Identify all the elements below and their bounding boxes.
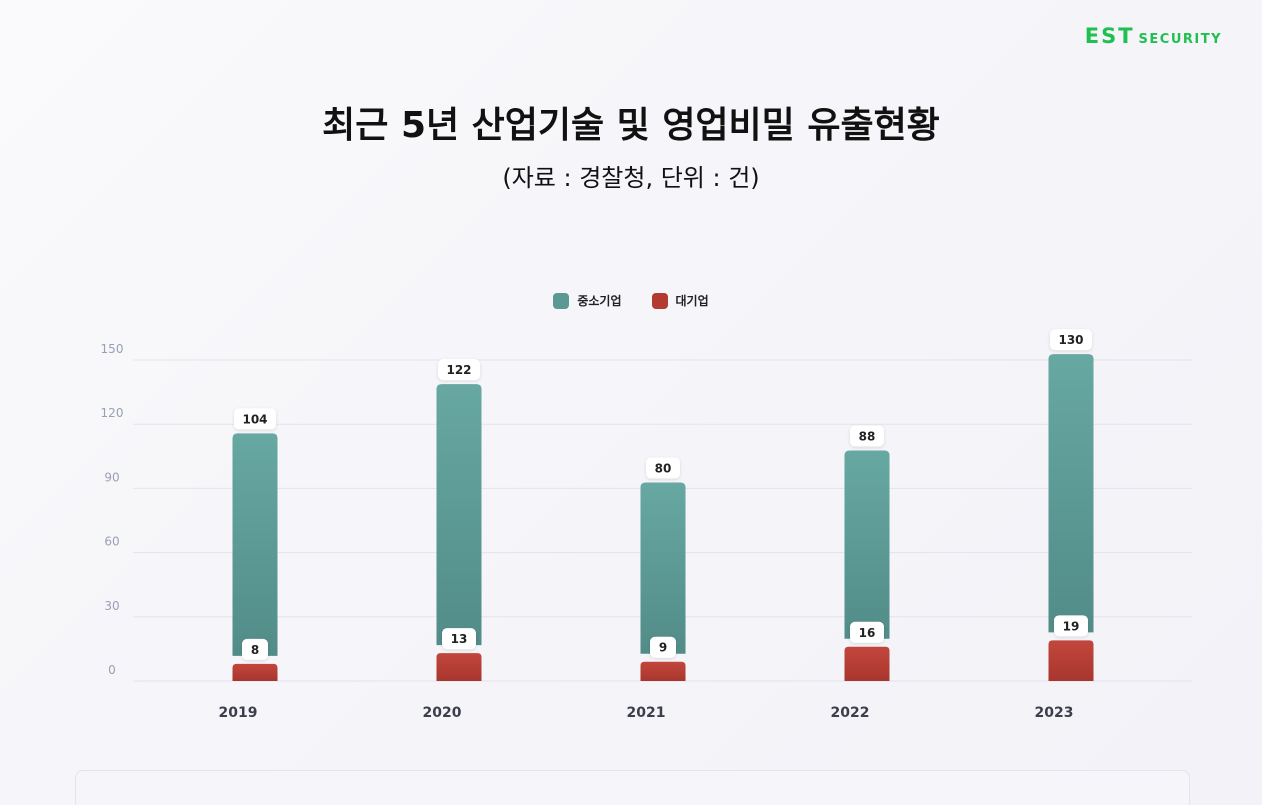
bar-large-enterprise [640,661,686,681]
y-tick-label: 90 [104,470,119,484]
bar-sme [844,450,890,639]
x-tick-label: 2021 [627,705,666,721]
data-label-bg [850,425,884,447]
y-tick-label: 150 [101,342,124,356]
bar-large-enterprise [436,653,482,681]
data-label-bg [242,638,268,660]
chart-subtitle: (자료 : 경찰청, 단위 : 건) [502,164,760,192]
data-label: 122 [438,359,480,381]
data-label: 13 [442,628,476,650]
data-label-text: 122 [446,363,471,377]
data-label-text: 9 [659,641,667,655]
x-tick-label: 2023 [1035,705,1074,721]
data-label-text: 19 [1063,619,1080,633]
bottom-panel [75,770,1190,805]
data-label: 130 [1050,329,1092,351]
legend-label-sme: 중소기업 [577,294,622,308]
legend-item-sme: 중소기업 [553,292,622,309]
data-label: 16 [850,621,884,643]
bar-large-enterprise [844,646,890,681]
data-label-text: 88 [859,429,876,443]
data-label: 80 [646,457,680,479]
data-label: 88 [850,425,884,447]
legend-item-large: 대기업 [651,292,709,309]
x-tick-label: 2022 [831,705,870,721]
data-label-bg [442,628,476,650]
x-tick-label: 2020 [423,705,462,721]
data-label-bg [650,636,676,658]
y-tick-label: 0 [108,663,116,677]
data-label-text: 16 [859,626,876,640]
data-label: 19 [1054,615,1088,637]
data-label-bg [646,457,680,479]
bar-sme [436,384,482,646]
data-label-text: 8 [251,643,259,657]
data-label-text: 80 [655,462,672,476]
y-tick-label: 60 [104,535,119,549]
chart-legend: 중소기업 대기업 [0,292,1262,309]
bar-sme [1048,354,1094,633]
bar-large-enterprise [232,663,278,681]
data-label: 8 [242,638,268,660]
data-label-text: 104 [242,412,267,426]
data-label-bg [1050,329,1092,351]
legend-swatch-sme [553,292,570,309]
data-label-bg [850,621,884,643]
brand-logo: EST SECURITY [1085,24,1222,48]
data-label-bg [1054,615,1088,637]
data-label-text: 130 [1058,333,1083,347]
y-tick-label: 120 [101,406,124,420]
data-label: 104 [234,408,276,430]
logo-sub: SECURITY [1138,32,1222,47]
data-label-text: 13 [451,632,468,646]
bar-sme [640,482,686,654]
data-label-bg [438,359,480,381]
y-tick-label: 30 [104,599,119,613]
logo-main: EST [1084,24,1135,48]
legend-swatch-large [651,292,668,309]
data-label: 9 [650,636,676,658]
chart-title: 최근 5년 산업기술 및 영업비밀 유출현황 [322,105,940,146]
bar-large-enterprise [1048,640,1094,681]
data-label-bg [234,408,276,430]
x-tick-label: 2019 [219,705,258,721]
bar-sme [232,433,278,656]
legend-label-large: 대기업 [675,294,709,308]
